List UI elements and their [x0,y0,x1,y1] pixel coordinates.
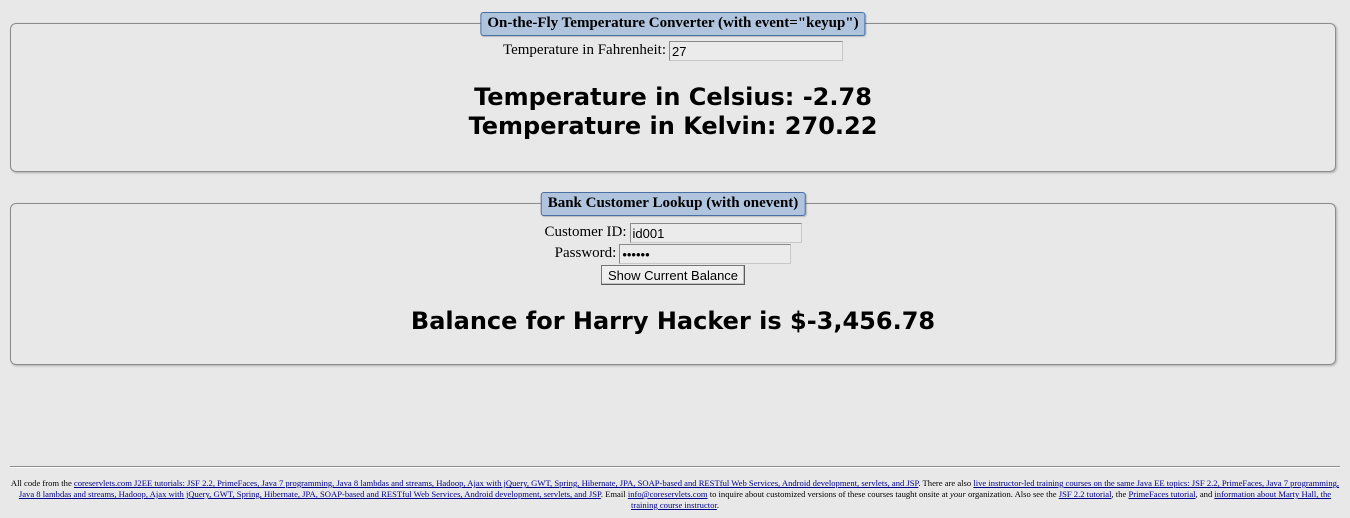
jsf-tutorial-link[interactable]: JSF 2.2 tutorial [1058,489,1112,499]
password-row: Password: [11,244,1335,264]
footer-divider [10,466,1340,468]
footer-text: . There are also [918,478,974,488]
primefaces-tutorial-link[interactable]: PrimeFaces tutorial [1128,489,1196,499]
bank-lookup-legend: Bank Customer Lookup (with onevent) [540,192,806,216]
footer-text: . [716,500,720,510]
kelvin-result: Temperature in Kelvin: 270.22 [468,112,878,140]
footer-text: , the [1111,489,1129,499]
fahrenheit-label: Temperature in Fahrenheit: [502,42,667,59]
training-courses-link[interactable]: live instructor-led training courses on … [18,478,1340,499]
footer-text: . Email [600,489,628,499]
footer-text: , and [1195,489,1215,499]
footer: All code from the coreservlets.com J2EE … [10,478,1340,511]
show-current-balance-button[interactable]: Show Current Balance [600,265,746,285]
customer-id-row: Customer ID: [11,223,1335,243]
tutorials-link[interactable]: coreservlets.com J2EE tutorials: JSF 2.2… [73,478,919,488]
footer-text: All code from the [10,478,74,488]
password-label: Password: [554,245,617,262]
customer-id-input[interactable] [629,223,802,243]
button-row: Show Current Balance [11,265,1335,285]
instructor-info-link[interactable]: information about Marty Hall, the traini… [630,489,1332,510]
celsius-result: Temperature in Celsius: -2.78 [474,83,872,111]
customer-id-label: Customer ID: [544,224,627,241]
temperature-converter-panel: On-the-Fly Temperature Converter (with e… [10,12,1336,172]
email-link[interactable]: info@coreservlets.com [627,489,708,499]
footer-text: organization. Also see the [965,489,1059,499]
footer-text: to inquire about customized versions of … [707,489,951,499]
bank-lookup-panel: Bank Customer Lookup (with onevent) Cust… [10,192,1336,365]
fahrenheit-input[interactable] [669,41,844,61]
password-input[interactable] [619,244,792,264]
fahrenheit-row: Temperature in Fahrenheit: [11,41,1335,61]
footer-emphasis: your [950,489,966,499]
temperature-converter-legend: On-the-Fly Temperature Converter (with e… [480,12,866,36]
balance-result: Balance for Harry Hacker is $-3,456.78 [410,307,936,335]
